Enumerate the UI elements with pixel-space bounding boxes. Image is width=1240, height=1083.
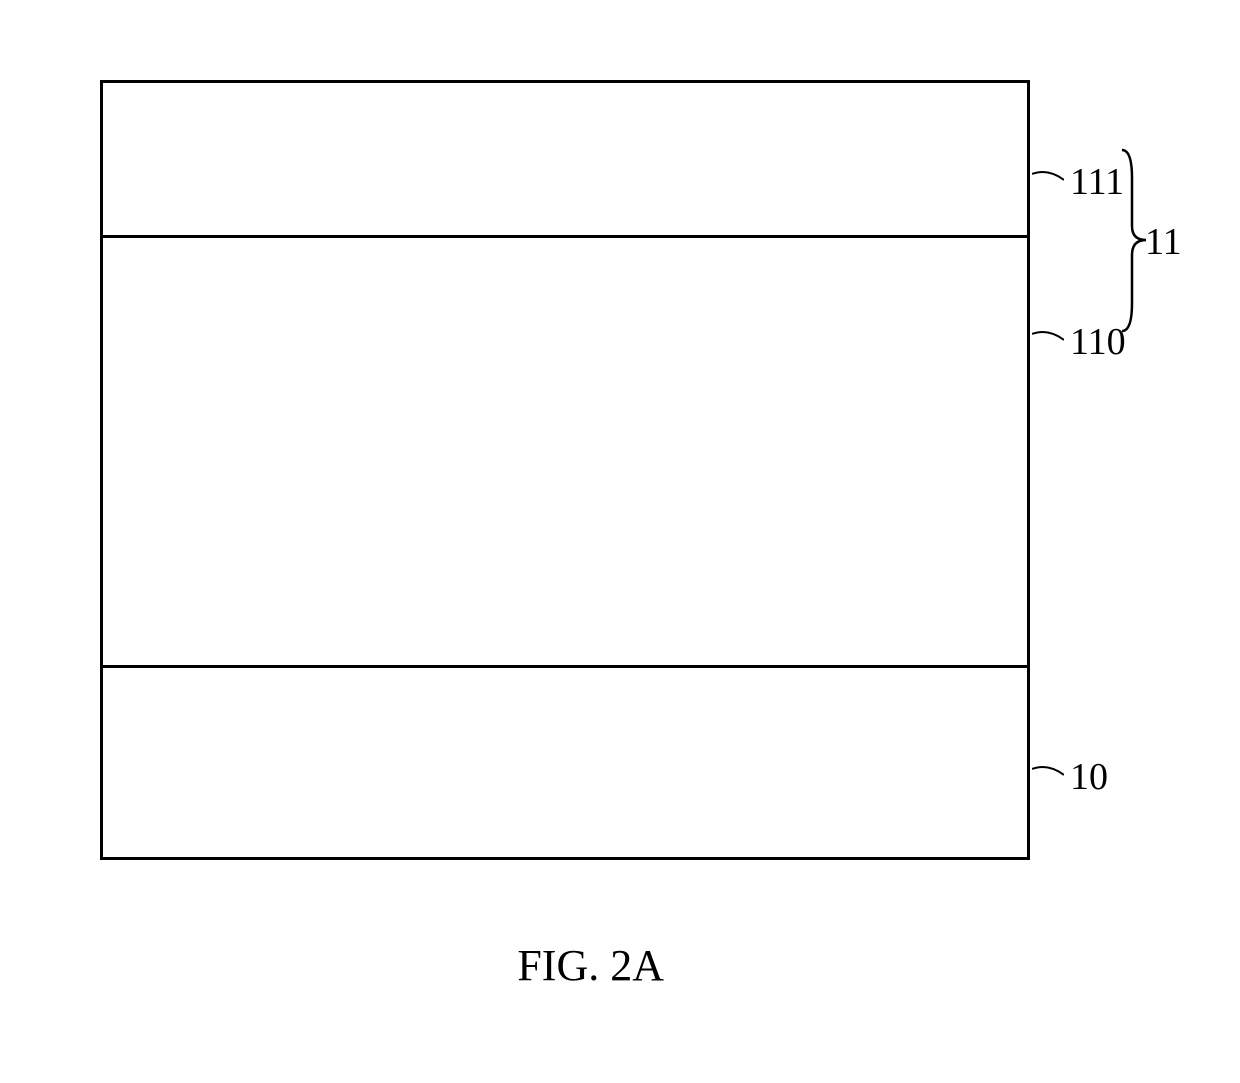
figure-caption: FIG. 2A: [517, 940, 664, 991]
diagram-container: [100, 80, 1030, 860]
leader-tick-111: [1032, 168, 1064, 192]
leader-tick-110: [1032, 328, 1064, 352]
leader-tick-10: [1032, 763, 1064, 787]
label-111: 111: [1070, 160, 1124, 204]
label-group-11: 11: [1145, 220, 1182, 264]
label-10: 10: [1070, 755, 1108, 799]
layer-stack: [100, 80, 1030, 860]
layer-111: [103, 83, 1027, 238]
layer-110: [103, 238, 1027, 668]
label-110: 110: [1070, 320, 1126, 364]
layer-10: [103, 668, 1027, 863]
